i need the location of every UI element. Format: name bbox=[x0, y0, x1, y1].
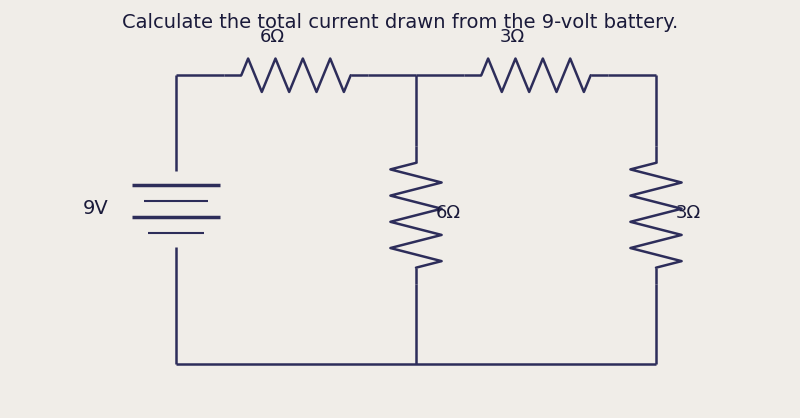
Text: 3Ω: 3Ω bbox=[499, 28, 525, 46]
Text: 3Ω: 3Ω bbox=[676, 204, 701, 222]
Text: 6Ω: 6Ω bbox=[436, 204, 461, 222]
Text: Calculate the total current drawn from the 9-volt battery.: Calculate the total current drawn from t… bbox=[122, 13, 678, 31]
Text: 6Ω: 6Ω bbox=[259, 28, 285, 46]
Text: 9V: 9V bbox=[83, 199, 109, 219]
